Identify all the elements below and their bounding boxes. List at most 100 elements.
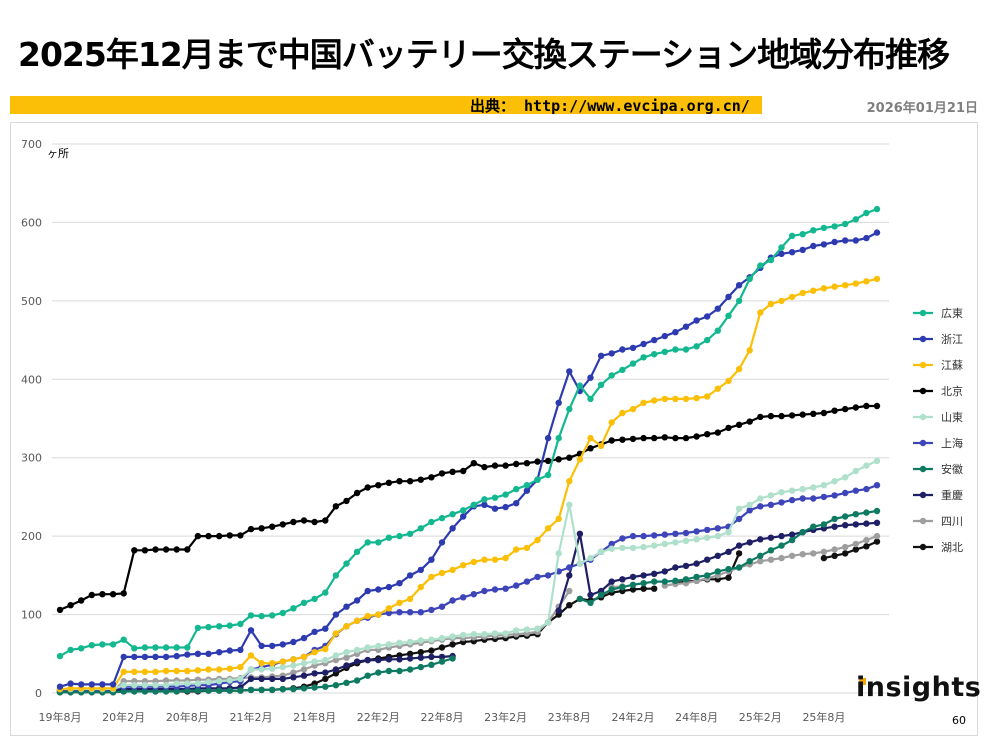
data-point-江蘇 [226,665,233,672]
data-point-江蘇 [544,525,552,532]
data-point-江蘇 [820,285,828,292]
data-point-北京 [99,591,106,598]
data-point-浙江 [343,603,350,610]
legend-label-北京: 北京 [941,384,963,398]
data-point-広東 [56,652,64,660]
data-point-北京 [428,474,435,481]
y-tick-label: 200 [21,530,42,543]
page-title: 2025年12月まで中国バッテリー交換ステーション地域分布推移 [18,35,950,74]
data-point-北京 [332,503,340,510]
data-point-江蘇 [725,377,732,385]
x-tick-label: 25年2月 [739,710,782,724]
data-point-重慶 [438,653,446,661]
data-point-上海 [746,507,753,514]
data-point-安徽 [640,580,647,587]
data-point-広東 [460,507,467,514]
data-point-安徽 [597,591,605,599]
data-point-重慶 [640,572,647,579]
data-point-江蘇 [651,397,658,404]
data-point-山東 [704,534,711,541]
data-point-広東 [481,496,488,503]
x-tick-label: 23年2月 [484,710,527,724]
data-point-重慶 [735,542,743,549]
data-point-安徽 [216,687,223,694]
legend-marker-山東 [919,413,927,421]
data-point-四川 [566,587,573,595]
data-point-浙江 [672,329,679,336]
data-point-広東 [619,366,626,374]
data-point-山東 [810,484,817,491]
x-tick-label: 19年8月 [39,710,82,724]
data-point-山東 [725,529,732,536]
data-point-広東 [640,354,647,361]
data-point-安徽 [247,686,255,694]
data-point-安徽 [661,578,668,585]
data-point-浙江 [99,681,106,688]
data-point-広東 [672,346,679,353]
data-point-安徽 [120,688,127,695]
data-point-上海 [704,526,711,534]
data-point-広東 [88,642,96,649]
line-chart: 0 100 200 300 400 500 600 700 19年8月 20年2月 20年8月 21年… [21,138,963,724]
data-point-広東 [566,405,573,413]
data-point-江蘇 [353,617,361,624]
data-point-北京 [799,411,806,418]
data-point-重慶 [247,675,255,683]
data-point-広東 [576,382,584,389]
data-point-北京 [269,523,276,530]
data-point-北京 [216,532,223,540]
data-point-山東 [799,485,806,493]
data-point-広東 [322,589,329,596]
data-point-広東 [194,624,202,632]
data-point-北京 [863,402,870,410]
x-tick-label: 20年8月 [166,710,209,724]
data-point-上海 [714,525,721,532]
source-citation: 出典： http://www.evcipa.org.cn/ [470,97,750,115]
data-point-江蘇 [300,653,308,661]
data-point-山東 [831,478,838,485]
data-point-浙江 [375,586,382,593]
data-point-江蘇 [555,515,562,523]
data-point-江蘇 [746,347,753,354]
data-point-安徽 [311,684,318,691]
data-point-江蘇 [290,656,297,663]
data-point-江蘇 [491,556,499,563]
data-point-江蘇 [428,573,435,581]
data-point-広東 [428,518,435,526]
data-point-北京 [396,478,403,485]
data-point-重慶 [300,672,308,679]
data-point-上海 [693,528,700,535]
data-point-重慶 [555,607,562,614]
data-point-上海 [428,606,435,614]
data-point-広東 [470,501,477,508]
data-point-江蘇 [629,405,637,413]
data-point-安徽 [820,521,828,528]
data-point-山東 [481,631,488,638]
data-point-浙江 [226,647,233,654]
data-point-江蘇 [682,395,690,403]
data-point-山東 [417,637,424,644]
data-point-山東 [852,467,859,475]
data-point-四川 [162,677,170,684]
data-point-湖北 [428,647,435,654]
data-point-広東 [820,224,828,232]
data-point-山東 [269,665,276,672]
data-point-湖北 [438,644,446,651]
data-point-重慶 [725,548,732,555]
data-point-山東 [629,544,637,552]
data-point-広東 [120,636,127,643]
data-point-安徽 [269,686,276,694]
data-point-重慶 [873,519,881,526]
data-point-山東 [523,626,531,633]
data-point-四川 [778,554,785,562]
data-point-重慶 [375,656,382,664]
data-point-浙江 [725,293,732,301]
data-point-山東 [438,634,446,642]
data-point-江蘇 [566,478,573,485]
data-point-山東 [608,545,615,552]
data-point-湖北 [417,649,424,656]
data-point-安徽 [799,529,806,536]
data-point-安徽 [852,511,859,518]
data-point-上海 [385,609,393,617]
data-point-四川 [767,556,775,563]
